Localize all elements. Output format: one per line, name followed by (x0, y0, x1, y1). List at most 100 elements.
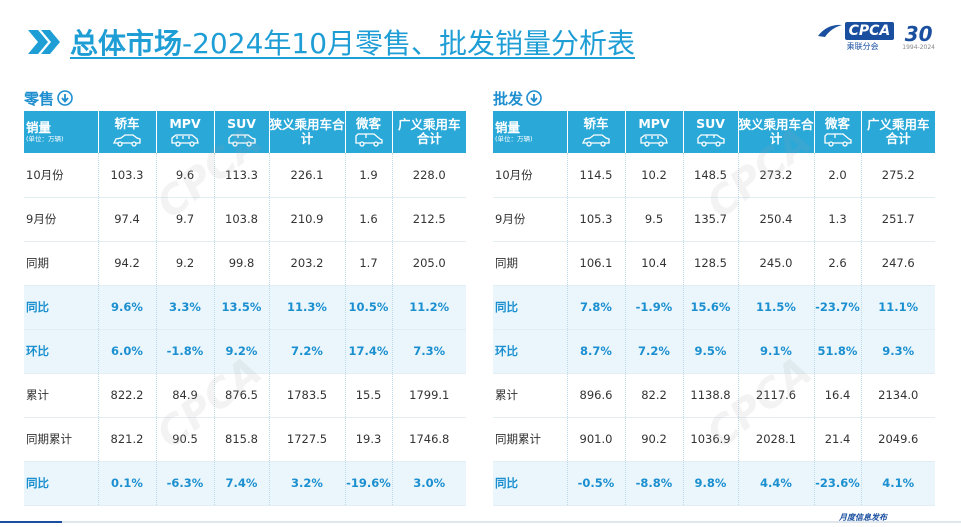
wholesale-panel-header: 批发 (493, 85, 935, 111)
table-row: 9月份 97.4 9.7 103.8 210.9 1.6 212.5 (24, 197, 466, 242)
header-cell: 轿车 (567, 111, 626, 153)
table-cell: 1.6 (345, 197, 393, 242)
header-unit: (单位：万辆) (495, 135, 533, 143)
table-cell: -8.8% (625, 461, 684, 506)
header-label: SUV (696, 116, 725, 131)
table-cell: 106.1 (567, 241, 626, 286)
table-cell: 245.0 (738, 241, 815, 286)
header-label: MPV (638, 116, 670, 131)
header-cell: 广义乘用车合计 (392, 111, 466, 153)
wholesale-panel: 批发 销量 (单位：万辆) 轿车 MPV SUV 狭义乘用车合计 微客 广义乘用车合计 10月… (493, 85, 935, 506)
table-cell: 1036.9 (683, 417, 739, 462)
header-cell-sales: 销量 (单位：万辆) (24, 111, 99, 153)
row-label: 9月份 (24, 197, 99, 242)
table-cell: 2.6 (814, 241, 862, 286)
table-cell: 15.5 (345, 373, 393, 418)
table-cell: 17.4% (345, 329, 393, 374)
table-cell: 3.2% (269, 461, 346, 506)
header-cell-sales: 销量 (单位：万辆) (493, 111, 568, 153)
anniversary-years: 1994-2024 (902, 43, 935, 51)
header-label: 狭义乘用车合计 (269, 117, 345, 146)
table-row: 同期累计 821.2 90.5 815.8 1727.5 19.3 1746.8 (24, 417, 466, 462)
table-cell: 273.2 (738, 153, 815, 198)
table-cell: 2.0 (814, 153, 862, 198)
table-cell: 128.5 (683, 241, 739, 286)
retail-table: 销量 (单位：万辆) 轿车 MPV SUV 狭义乘用车合计 微客 广义乘用车合计 10月份 10… (24, 111, 466, 506)
table-cell: 251.7 (861, 197, 935, 242)
table-row: 同比 0.1% -6.3% 7.4% 3.2% -19.6% 3.0% (24, 461, 466, 506)
brand-logos: CPCA 乘联分会 30 1994-2024 (817, 22, 935, 52)
title-rest: -2024年10月零售、批发销量分析表 (182, 27, 636, 60)
table-cell: 896.6 (567, 373, 626, 418)
table-cell: 10.2 (625, 153, 684, 198)
table-cell: 99.8 (214, 241, 270, 286)
page-title: 总体市场-2024年10月零售、批发销量分析表 (70, 22, 635, 62)
table-cell: 2117.6 (738, 373, 815, 418)
row-label: 同比 (493, 461, 568, 506)
table-cell: -6.3% (156, 461, 215, 506)
table-cell: 1.9 (345, 153, 393, 198)
header-cell: 狭义乘用车合计 (738, 111, 815, 153)
table-cell: 51.8% (814, 329, 862, 374)
title-bold: 总体市场 (70, 27, 183, 60)
header-label: 微客 (824, 116, 850, 131)
table-cell: 8.7% (567, 329, 626, 374)
cpca-logo: CPCA 乘联分会 (817, 22, 895, 52)
table-cell: 11.3% (269, 285, 346, 330)
table-cell: 6.0% (98, 329, 157, 374)
table-cell: 7.3% (392, 329, 466, 374)
table-cell: -23.6% (814, 461, 862, 506)
wholesale-table-body: 10月份 114.5 10.2 148.5 273.2 2.0 275.2 9月份 105.3 9… (493, 153, 935, 506)
table-row: 10月份 103.3 9.6 113.3 226.1 1.9 228.0 (24, 153, 466, 198)
table-cell: 3.0% (392, 461, 466, 506)
row-label: 同比 (24, 461, 99, 506)
table-row: 累计 822.2 84.9 876.5 1783.5 15.5 1799.1 (24, 373, 466, 418)
header-label: 微客 (355, 116, 381, 131)
table-header-row: 销量 (单位：万辆) 轿车 MPV SUV 狭义乘用车合计 微客 广义乘用车合计 (24, 111, 466, 153)
swoosh-icon (817, 24, 842, 37)
row-label: 同期累计 (493, 417, 568, 462)
table-cell: 226.1 (269, 153, 346, 198)
table-row: 环比 6.0% -1.8% 9.2% 7.2% 17.4% 7.3% (24, 329, 466, 374)
minivan-icon (346, 133, 392, 147)
table-cell: 205.0 (392, 241, 466, 286)
wholesale-table: 销量 (单位：万辆) 轿车 MPV SUV 狭义乘用车合计 微客 广义乘用车合计 10月份 11… (493, 111, 935, 506)
retail-table-body: 10月份 103.3 9.6 113.3 226.1 1.9 228.0 9月份 97.4 9.7… (24, 153, 466, 506)
footer-divider (0, 521, 961, 523)
table-row: 同期累计 901.0 90.2 1036.9 2028.1 21.4 2049.6 (493, 417, 935, 462)
header-label: 销量 (495, 120, 521, 135)
table-cell: 9.5% (683, 329, 739, 374)
table-cell: 7.8% (567, 285, 626, 330)
table-row: 同比 -0.5% -8.8% 9.8% 4.4% -23.6% 4.1% (493, 461, 935, 506)
table-cell: 1.7 (345, 241, 393, 286)
mpv-icon (626, 133, 683, 147)
table-cell: 103.3 (98, 153, 157, 198)
cpca-logo-sub: 乘联分会 (846, 42, 879, 51)
anniversary-logo: 30 1994-2024 (902, 24, 935, 51)
header-cell: 微客 (814, 111, 862, 153)
table-cell: 815.8 (214, 417, 270, 462)
table-cell: 82.2 (625, 373, 684, 418)
row-label: 环比 (493, 329, 568, 374)
cpca-logo-text: CPCA (844, 22, 895, 40)
row-label: 10月份 (24, 153, 99, 198)
table-cell: 250.4 (738, 197, 815, 242)
table-cell: 2134.0 (861, 373, 935, 418)
header-cell: SUV (214, 111, 270, 153)
table-row: 环比 8.7% 7.2% 9.5% 9.1% 51.8% 9.3% (493, 329, 935, 374)
table-cell: 90.2 (625, 417, 684, 462)
header-cell: MPV (156, 111, 215, 153)
table-cell: 13.5% (214, 285, 270, 330)
table-cell: 10.5% (345, 285, 393, 330)
table-cell: 7.2% (269, 329, 346, 374)
table-cell: -1.9% (625, 285, 684, 330)
header-label: 狭义乘用车合计 (738, 117, 814, 146)
row-label: 累计 (24, 373, 99, 418)
header-label: 广义乘用车合计 (866, 117, 930, 146)
arrow-down-circle-icon (57, 90, 73, 106)
table-cell: 84.9 (156, 373, 215, 418)
table-cell: 11.1% (861, 285, 935, 330)
table-cell: 247.6 (861, 241, 935, 286)
row-label: 同期累计 (24, 417, 99, 462)
double-chevron-icon (26, 27, 62, 57)
